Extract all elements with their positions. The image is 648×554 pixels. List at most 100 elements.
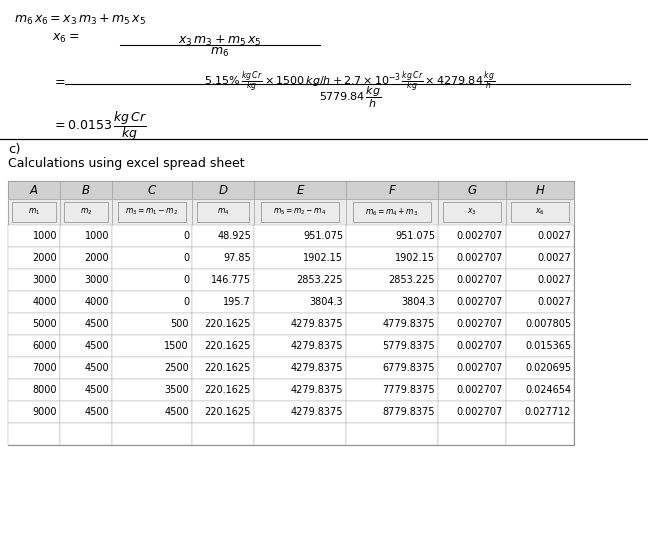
Text: 0.0027: 0.0027 xyxy=(537,253,571,263)
Bar xyxy=(346,401,438,423)
Text: 195.7: 195.7 xyxy=(224,297,251,307)
Text: 97.85: 97.85 xyxy=(224,253,251,263)
Text: $m_6=m_4+m_3$: $m_6=m_4+m_3$ xyxy=(365,206,419,218)
Text: $x_6$: $x_6$ xyxy=(535,207,545,217)
Text: $5.15\%\,\frac{kg\,Cr}{kg}\times1500\,kg/h+2.7\times10^{-3}\,\frac{kg\,Cr}{kg}\t: $5.15\%\,\frac{kg\,Cr}{kg}\times1500\,kg… xyxy=(204,70,496,95)
Text: A: A xyxy=(30,183,38,197)
Text: Calculations using excel spread sheet: Calculations using excel spread sheet xyxy=(8,157,245,170)
Text: C: C xyxy=(148,183,156,197)
Bar xyxy=(254,423,346,445)
FancyBboxPatch shape xyxy=(261,202,339,222)
Text: 0: 0 xyxy=(183,275,189,285)
Bar xyxy=(506,199,574,225)
Bar xyxy=(254,313,346,335)
Bar xyxy=(346,247,438,269)
Bar xyxy=(346,291,438,313)
Text: 0.020695: 0.020695 xyxy=(525,363,571,373)
Text: 4500: 4500 xyxy=(84,385,109,395)
Bar xyxy=(438,401,506,423)
Bar xyxy=(8,401,60,423)
Bar xyxy=(112,401,192,423)
Text: B: B xyxy=(82,183,90,197)
Text: 951.075: 951.075 xyxy=(303,231,343,241)
Bar xyxy=(8,225,60,247)
Bar xyxy=(254,225,346,247)
Bar xyxy=(112,335,192,357)
Bar xyxy=(8,247,60,269)
Bar xyxy=(254,181,346,199)
Bar xyxy=(192,291,254,313)
Bar xyxy=(438,199,506,225)
Text: 2500: 2500 xyxy=(164,363,189,373)
Bar xyxy=(506,401,574,423)
Text: 2853.225: 2853.225 xyxy=(389,275,435,285)
Bar xyxy=(438,423,506,445)
Bar xyxy=(8,291,60,313)
Text: 220.1625: 220.1625 xyxy=(205,319,251,329)
Text: 0.0027: 0.0027 xyxy=(537,231,571,241)
Bar xyxy=(254,291,346,313)
Text: 4500: 4500 xyxy=(165,407,189,417)
Text: 4500: 4500 xyxy=(84,341,109,351)
FancyBboxPatch shape xyxy=(443,202,501,222)
Bar xyxy=(112,269,192,291)
Text: 0.002707: 0.002707 xyxy=(457,253,503,263)
Bar xyxy=(254,335,346,357)
Bar xyxy=(438,335,506,357)
Text: $m_6$: $m_6$ xyxy=(211,46,229,59)
Bar xyxy=(60,379,112,401)
Bar xyxy=(506,247,574,269)
Bar xyxy=(112,199,192,225)
Bar xyxy=(60,181,112,199)
Bar xyxy=(8,181,574,445)
Text: 4279.8375: 4279.8375 xyxy=(290,341,343,351)
Text: 0.015365: 0.015365 xyxy=(525,341,571,351)
Bar xyxy=(60,335,112,357)
Text: $m_1$: $m_1$ xyxy=(28,207,40,217)
Text: 1000: 1000 xyxy=(32,231,57,241)
Bar xyxy=(192,423,254,445)
Text: $x_3$: $x_3$ xyxy=(467,207,477,217)
Text: 6779.8375: 6779.8375 xyxy=(382,363,435,373)
Bar xyxy=(506,181,574,199)
Text: 3000: 3000 xyxy=(84,275,109,285)
Bar xyxy=(254,357,346,379)
Bar xyxy=(8,379,60,401)
Bar xyxy=(192,199,254,225)
Bar xyxy=(192,357,254,379)
Text: 9000: 9000 xyxy=(32,407,57,417)
Bar xyxy=(438,181,506,199)
Bar xyxy=(112,291,192,313)
Text: 220.1625: 220.1625 xyxy=(205,363,251,373)
Bar xyxy=(438,313,506,335)
Bar xyxy=(60,423,112,445)
Bar xyxy=(346,199,438,225)
Text: 5000: 5000 xyxy=(32,319,57,329)
Text: 951.075: 951.075 xyxy=(395,231,435,241)
Text: G: G xyxy=(467,183,476,197)
Bar xyxy=(112,313,192,335)
Bar xyxy=(346,225,438,247)
FancyBboxPatch shape xyxy=(12,202,56,222)
Bar xyxy=(438,379,506,401)
Bar xyxy=(8,199,60,225)
Bar xyxy=(506,335,574,357)
Text: 3500: 3500 xyxy=(165,385,189,395)
Text: 4779.8375: 4779.8375 xyxy=(382,319,435,329)
Bar xyxy=(346,181,438,199)
Bar xyxy=(254,247,346,269)
Bar xyxy=(506,357,574,379)
Text: $m_3=m_1-m_2$: $m_3=m_1-m_2$ xyxy=(126,207,179,217)
Text: 4500: 4500 xyxy=(84,363,109,373)
Bar xyxy=(346,423,438,445)
Text: 1500: 1500 xyxy=(165,341,189,351)
Text: F: F xyxy=(389,183,395,197)
Bar xyxy=(192,225,254,247)
Text: 5779.8375: 5779.8375 xyxy=(382,341,435,351)
Text: 4279.8375: 4279.8375 xyxy=(290,363,343,373)
Text: 0.0027: 0.0027 xyxy=(537,297,571,307)
Text: $= 0.0153\,\dfrac{kg\,Cr}{kg}$: $= 0.0153\,\dfrac{kg\,Cr}{kg}$ xyxy=(52,109,147,143)
Bar xyxy=(438,247,506,269)
Text: 2000: 2000 xyxy=(84,253,109,263)
Text: 6000: 6000 xyxy=(32,341,57,351)
